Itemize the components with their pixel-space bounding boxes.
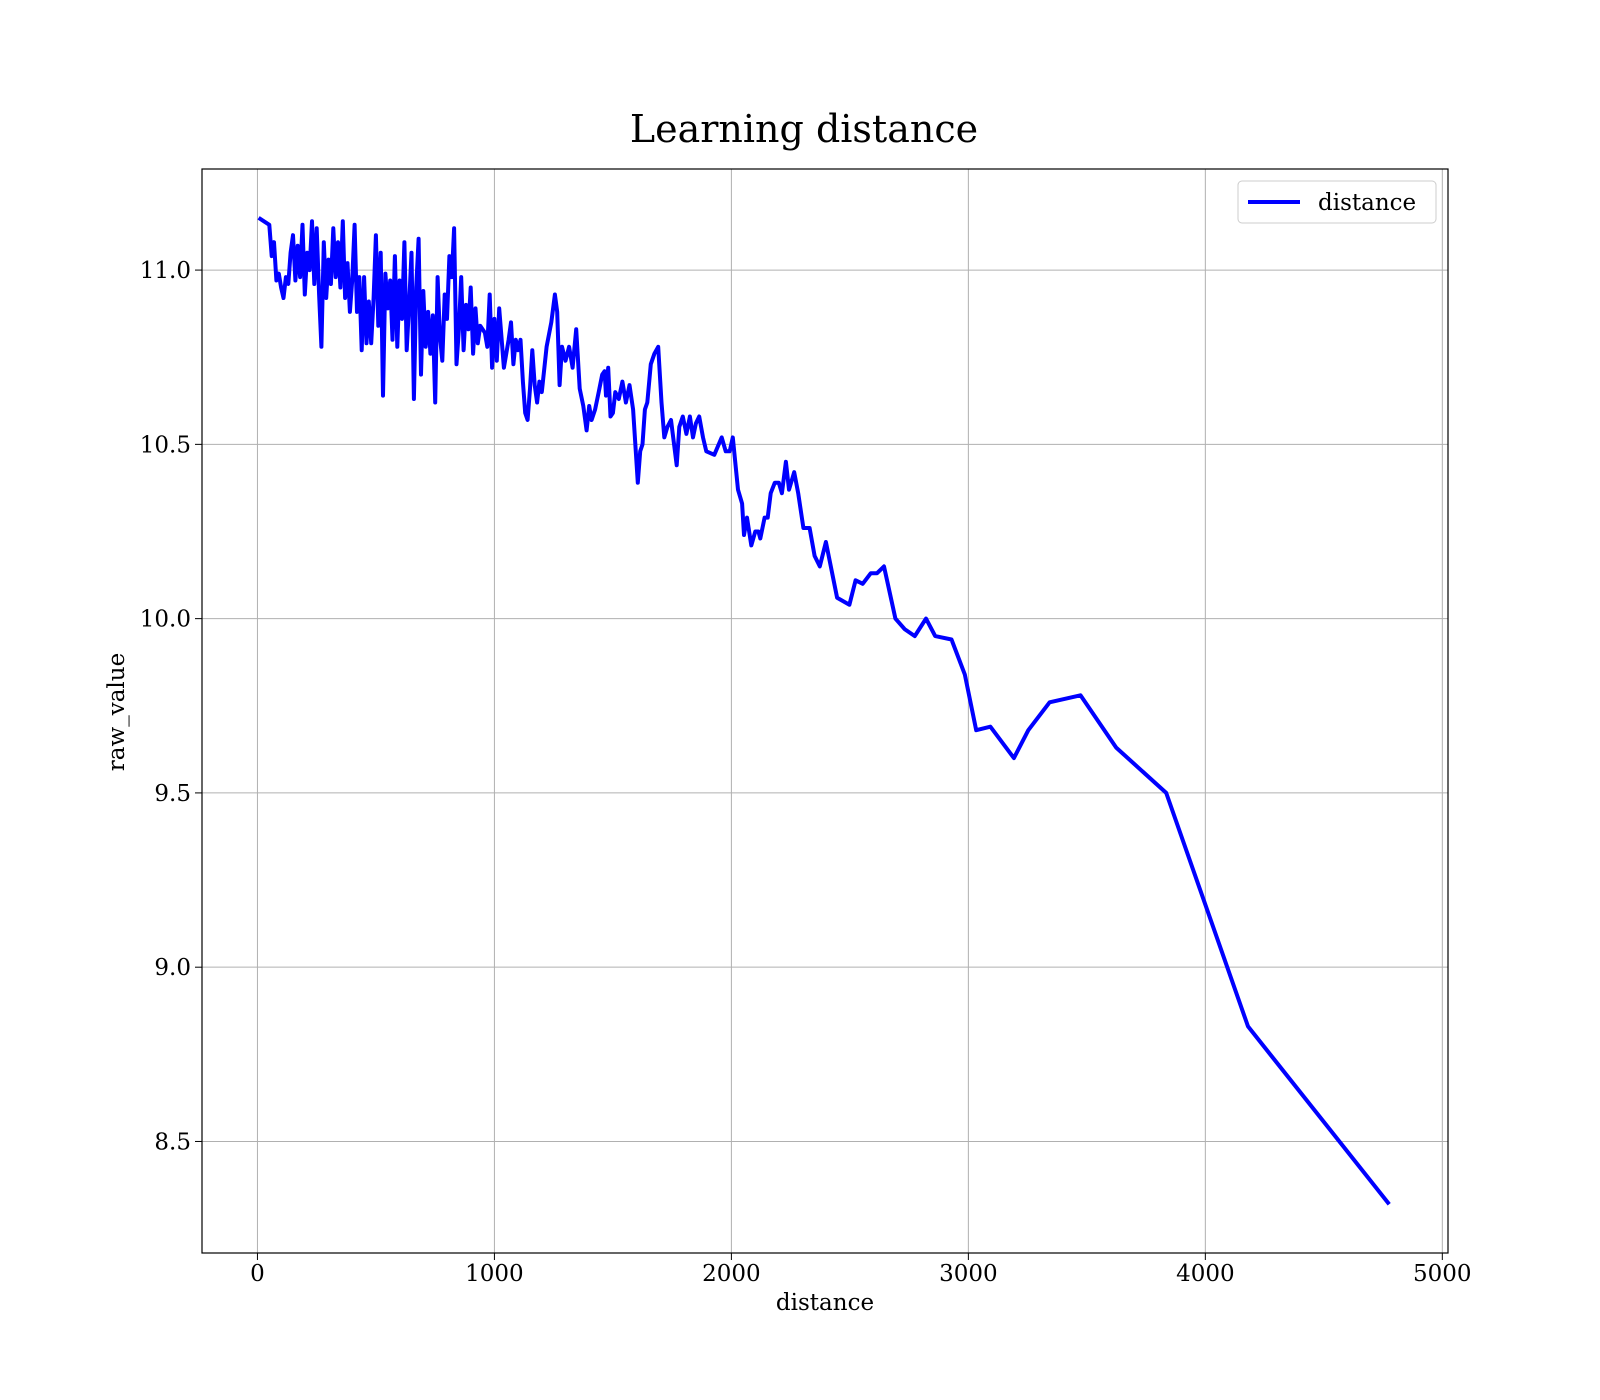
x-tick-label: 1000 (465, 1261, 524, 1287)
x-tick-label: 2000 (702, 1261, 761, 1287)
legend-label: distance (1318, 190, 1416, 216)
x-tick-label: 4000 (1176, 1261, 1235, 1287)
y-tick-label: 11.0 (140, 258, 191, 284)
y-tick-label: 10.0 (140, 607, 191, 633)
y-tick-label: 9.0 (154, 955, 191, 981)
x-tick-label: 5000 (1413, 1261, 1472, 1287)
x-tick-label: 3000 (939, 1261, 998, 1287)
y-axis-label: raw_value (104, 653, 130, 771)
x-tick-label: 0 (250, 1261, 265, 1287)
legend-box (1237, 180, 1437, 224)
legend: distance (1237, 180, 1437, 224)
plot-frame (201, 168, 1449, 1254)
y-tick-label: 9.5 (154, 781, 191, 807)
chart-title: Learning distance (630, 107, 978, 151)
y-tick-label: 10.5 (140, 432, 191, 458)
y-tick-label: 8.5 (154, 1129, 191, 1155)
x-axis-label: distance (776, 1290, 874, 1316)
line-series (257, 216, 1391, 1206)
